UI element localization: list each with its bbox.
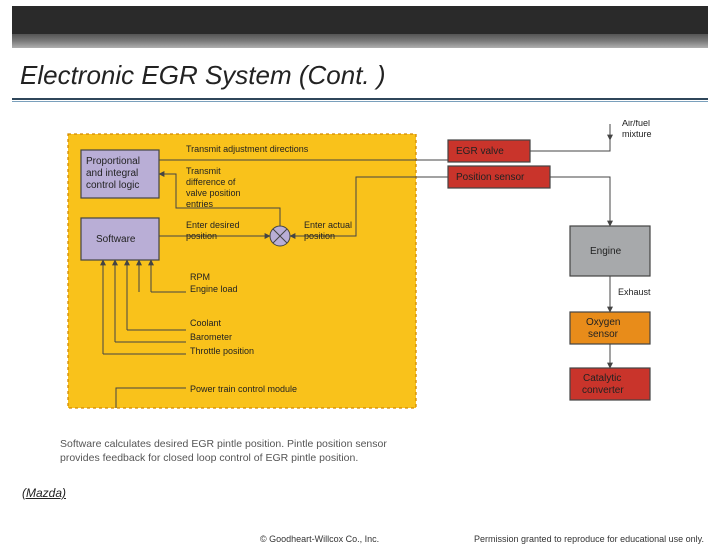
lbl-position1: position — [186, 231, 217, 241]
lbl-diff3: entries — [186, 199, 214, 209]
logic-l3: control logic — [86, 180, 139, 191]
page-title: Electronic EGR System (Cont. ) — [20, 60, 386, 91]
logic-l2: and integral — [86, 168, 138, 179]
lbl-enter-actual: Enter actual — [304, 220, 352, 230]
lbl-diff1: difference of — [186, 177, 236, 187]
rule-dark — [12, 98, 708, 100]
lbl-airfuel1: Air/fuel — [622, 120, 650, 128]
lbl-rpm: RPM — [190, 272, 210, 282]
lbl-exhaust: Exhaust — [618, 287, 651, 297]
oxygen-l2: sensor — [588, 329, 619, 340]
caption-line1: Software calculates desired EGR pintle p… — [60, 438, 387, 452]
logic-l1: Proportional — [86, 156, 140, 167]
lbl-engine-load: Engine load — [190, 284, 238, 294]
lbl-enter-desired: Enter desired — [186, 220, 240, 230]
conn-egr-top — [530, 140, 610, 151]
lbl-coolant: Coolant — [190, 318, 222, 328]
lbl-transmit: Transmit — [186, 166, 221, 176]
rule-light — [12, 101, 708, 102]
lbl-diff2: valve position — [186, 188, 241, 198]
egr-valve-label: EGR valve — [456, 146, 504, 157]
oxygen-l1: Oxygen — [586, 317, 620, 328]
header-bar-dark — [12, 6, 708, 34]
diagram-caption: Software calculates desired EGR pintle p… — [60, 438, 387, 465]
header-bar-gradient — [12, 34, 708, 48]
lbl-throttle: Throttle position — [190, 346, 254, 356]
copyright-right: Permission granted to reproduce for educ… — [474, 534, 704, 544]
lbl-transmit-adj: Transmit adjustment directions — [186, 144, 309, 154]
conn-pos-down — [550, 177, 610, 188]
lbl-barometer: Barometer — [190, 332, 232, 342]
copyright-left: © Goodheart-Willcox Co., Inc. — [260, 534, 379, 544]
pos-sensor-label: Position sensor — [456, 172, 525, 183]
catalytic-l2: converter — [582, 385, 624, 396]
lbl-airfuel2: mixture — [622, 129, 652, 139]
lbl-position2: position — [304, 231, 335, 241]
engine-label: Engine — [590, 246, 622, 257]
software-label: Software — [96, 234, 136, 245]
lbl-ptcm: Power train control module — [190, 384, 297, 394]
egr-diagram: Proportional and integral control logic … — [56, 120, 664, 460]
source-credit: (Mazda) — [22, 486, 66, 500]
caption-line2: provides feedback for closed loop contro… — [60, 452, 387, 466]
catalytic-l1: Catalytic — [583, 373, 621, 384]
